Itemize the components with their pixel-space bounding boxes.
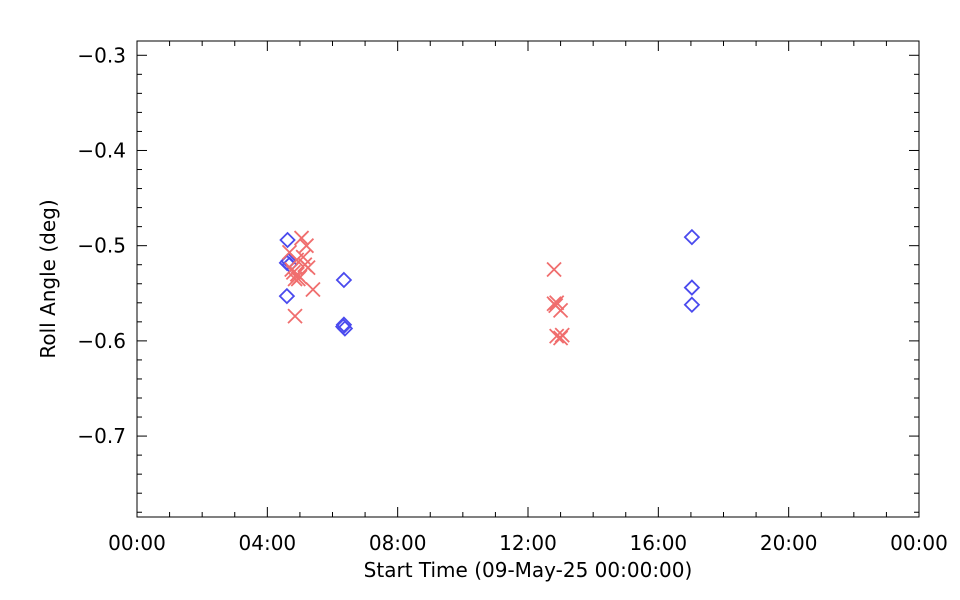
x-marker xyxy=(549,328,565,344)
y-axis-label: Roll Angle (deg) xyxy=(36,199,60,358)
y-tick-label: −0.4 xyxy=(77,138,126,162)
axis-tick-labels: 00:00 04:00 08:00 12:00 16:00 20:00 00:00 −0.3 −… xyxy=(77,43,947,555)
y-tick-label: −0.7 xyxy=(77,424,126,448)
x-marker xyxy=(298,238,315,254)
x-marker xyxy=(292,269,308,285)
diamond-marker xyxy=(683,279,701,296)
x-marker xyxy=(293,230,310,246)
diamond-marker xyxy=(334,318,352,335)
diamond-marker xyxy=(683,296,701,313)
x-tick-label: 12:00 xyxy=(499,531,557,555)
x-tick-label: 20:00 xyxy=(760,531,818,555)
x-marker xyxy=(549,295,565,311)
x-marker xyxy=(305,281,321,298)
x-marker xyxy=(287,271,303,287)
x-axis-label: Start Time (09-May-25 00:00:00) xyxy=(364,558,693,582)
plot-frame xyxy=(136,40,920,518)
x-marker xyxy=(552,302,569,319)
x-tick-label: 08:00 xyxy=(369,531,427,555)
axis-ticks xyxy=(136,41,920,517)
x-tick-label: 00:00 xyxy=(108,531,166,555)
data-marks xyxy=(278,228,701,346)
x-marker xyxy=(300,259,316,276)
diamond-marker xyxy=(683,228,701,246)
y-tick-label: −0.5 xyxy=(77,234,126,258)
x-tick-label: 16:00 xyxy=(630,531,688,555)
diamond-marker xyxy=(278,287,296,305)
diamond-marker xyxy=(335,271,353,289)
y-tick-label: −0.3 xyxy=(77,43,126,67)
x-tick-label: 00:00 xyxy=(890,531,948,555)
x-marker xyxy=(287,308,303,324)
x-marker xyxy=(554,327,570,343)
y-tick-label: −0.6 xyxy=(77,329,126,353)
diamond-marker xyxy=(279,231,296,249)
x-marker xyxy=(546,261,562,278)
x-tick-label: 04:00 xyxy=(239,531,297,555)
